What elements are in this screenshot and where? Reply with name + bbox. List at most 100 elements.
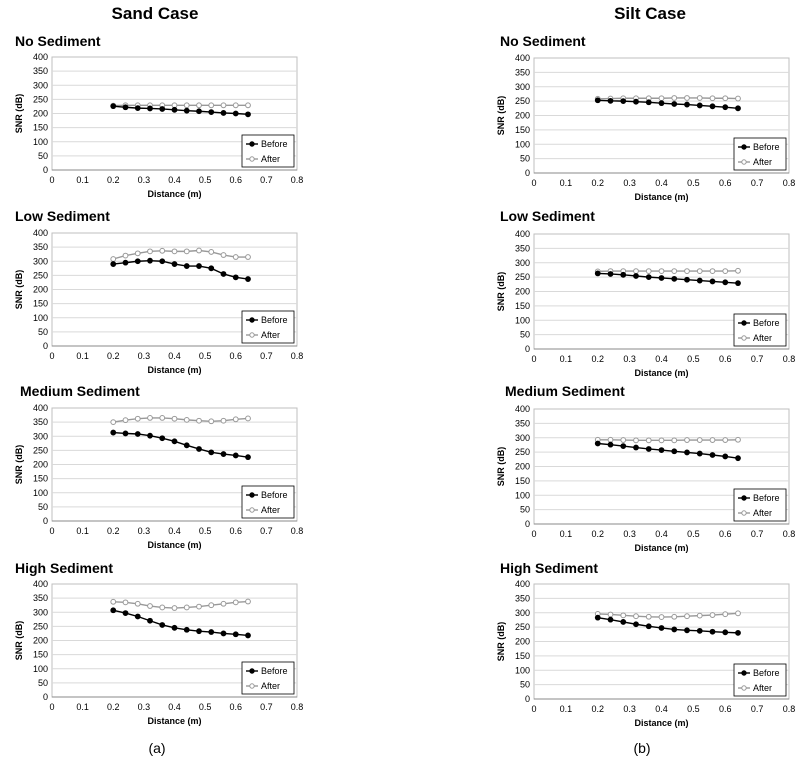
legend-label-before: Before [753,493,780,503]
x-tick-label: 0.7 [751,354,764,364]
data-point-after [220,252,227,258]
legend-label-before: Before [261,315,288,325]
x-tick-label: 0.1 [76,702,89,712]
y-tick-label: 250 [515,272,530,282]
y-axis-title: SNR (dB) [496,622,506,662]
x-axis-title: Distance (m) [147,540,201,550]
data-point-after [696,268,703,274]
x-tick-label: 0.4 [655,704,668,714]
x-tick-label: 0.5 [199,175,212,185]
y-axis-title: SNR (dB) [14,270,24,310]
y-tick-label: 350 [33,242,48,252]
y-tick-label: 150 [515,651,530,661]
y-tick-label: 300 [33,431,48,441]
legend-label-after: After [261,154,280,164]
legend-label-after: After [261,505,280,515]
x-tick-label: 0.8 [783,354,796,364]
x-tick-label: 0.6 [719,529,732,539]
x-axis-title: Distance (m) [147,365,201,375]
y-tick-label: 350 [33,66,48,76]
data-point-after [220,102,227,109]
data-point-after [110,419,117,426]
x-tick-label: 0.1 [560,704,573,714]
data-point-after [183,604,190,611]
x-tick-label: 0.2 [107,526,120,536]
data-point-after [722,268,729,274]
data-point-before [607,97,614,104]
data-point-before [110,103,117,110]
x-tick-label: 0.5 [687,529,700,539]
x-tick-label: 0.4 [168,526,181,536]
y-axis-title: SNR (dB) [14,94,24,134]
data-point-before [645,274,652,281]
data-point-before [122,259,129,266]
y-tick-label: 100 [515,139,530,149]
data-point-before [147,617,153,624]
data-point-before [735,629,741,636]
y-tick-label: 200 [33,285,48,295]
x-tick-label: 0 [49,702,54,712]
y-tick-label: 350 [515,418,530,428]
data-point-after [196,603,202,610]
legend-box [733,313,787,347]
y-tick-label: 350 [33,593,48,603]
x-tick-label: 0.7 [751,704,764,714]
legend-label-after: After [261,681,280,691]
data-point-before [208,265,215,272]
data-point-before [607,271,614,277]
data-point-before [658,625,665,631]
data-point-after [183,416,190,423]
legend-label-after: After [261,330,280,340]
y-tick-label: 250 [33,621,48,631]
data-point-before [709,278,716,285]
data-point-after [196,102,202,109]
legend-label-before: Before [261,490,288,500]
data-point-before [245,111,251,118]
legend-marker-after [741,685,747,691]
x-tick-label: 0.7 [260,351,273,361]
data-point-before [620,98,627,105]
caption-a: (a) [148,740,166,756]
data-point-before [658,447,665,454]
x-tick-label: 0.7 [260,702,273,712]
x-tick-label: 0.3 [623,529,636,539]
panel-title-sand-no: No Sediment [15,33,101,49]
x-tick-label: 0 [531,704,536,714]
y-tick-label: 150 [33,123,48,133]
y-tick-label: 250 [33,94,48,104]
x-tick-label: 0.2 [591,354,604,364]
data-point-after [196,247,202,254]
x-axis-title: Distance (m) [147,189,201,199]
y-tick-label: 300 [515,433,530,443]
x-tick-label: 0.3 [138,351,151,361]
data-point-before [684,276,690,283]
data-point-before [196,263,202,269]
data-point-before [671,275,678,282]
panel-title-silt-high: High Sediment [500,560,599,576]
legend-box [733,137,787,171]
y-tick-label: 150 [515,301,530,311]
y-tick-label: 200 [515,111,530,121]
y-tick-label: 350 [515,243,530,253]
x-tick-label: 0.4 [168,175,181,185]
chart-sand-low-sediment: 0 50 100 150 200 250 300 350 400 0 0.1 0.2 0.3 0.4 0.5… [14,228,303,375]
data-point-before [183,263,190,269]
series-line-after [597,97,739,100]
data-point-after [159,414,166,421]
x-tick-label: 0.7 [751,529,764,539]
data-point-after [245,254,251,260]
data-point-before [684,627,690,634]
data-point-after [122,417,129,424]
data-point-before [134,105,141,112]
data-point-before [658,275,665,281]
x-axis-title: Distance (m) [634,192,688,202]
data-point-after [171,415,178,422]
y-tick-label: 50 [38,151,48,161]
data-point-before [232,452,239,459]
sand-case-title: Sand Case [111,4,199,23]
y-tick-label: 300 [515,258,530,268]
y-tick-label: 250 [515,447,530,457]
y-tick-label: 100 [33,313,48,323]
data-point-before [696,102,703,109]
legend-marker-after [249,156,255,162]
